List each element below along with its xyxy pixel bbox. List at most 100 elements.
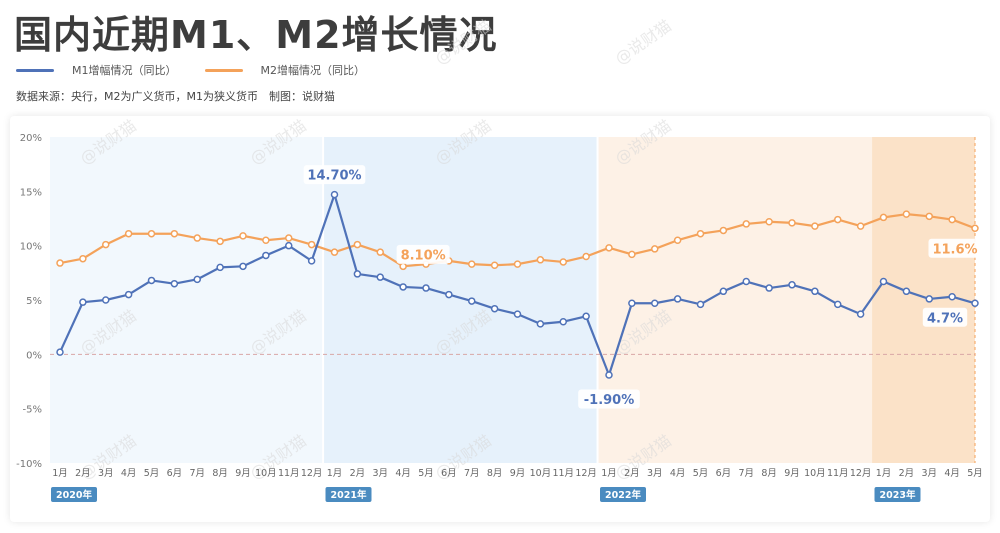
- data-point-m2: [285, 234, 293, 242]
- data-point-m1: [124, 290, 133, 299]
- year-badge: [874, 487, 921, 502]
- data-point-m2: [719, 226, 728, 235]
- data-point-m1: [811, 287, 819, 296]
- year-badge-label: 2020年: [56, 489, 92, 501]
- x-tick-label: 4月: [944, 468, 960, 479]
- x-tick-label: 3月: [98, 468, 114, 479]
- y-tick-label: 15%: [20, 187, 42, 198]
- x-tick-label: 4月: [121, 468, 137, 479]
- legend-swatch-m2: [204, 68, 243, 72]
- data-point-m2: [765, 218, 773, 226]
- legend-label-m2: M2增幅情况（同比）: [260, 64, 366, 77]
- data-point-m2: [307, 240, 316, 249]
- data-point-m1: [262, 251, 270, 260]
- x-tick-label: 2月: [624, 468, 640, 479]
- data-point-m2: [376, 248, 384, 256]
- data-label: 14.70%: [307, 169, 361, 184]
- data-point-m2: [262, 236, 270, 244]
- data-label-bg: [922, 307, 968, 327]
- x-tick-label: 8月: [487, 468, 503, 479]
- y-tick-label: -5%: [23, 405, 42, 416]
- data-label: 4.7%: [927, 311, 963, 326]
- data-point-m1: [925, 295, 933, 303]
- data-point-m1: [147, 276, 156, 285]
- x-tick-label: 9月: [510, 468, 526, 479]
- data-point-m1: [559, 317, 567, 326]
- data-point-m2: [193, 234, 201, 242]
- data-point-m1: [651, 299, 659, 308]
- data-point-m1: [902, 287, 911, 296]
- data-point-m1: [490, 304, 499, 313]
- legend-item-m1: M1增幅情况（同比）: [16, 62, 177, 78]
- year-band-2: [597, 137, 873, 463]
- data-point-m1: [239, 262, 247, 271]
- data-point-m1: [536, 320, 545, 328]
- data-point-m2: [56, 259, 64, 267]
- x-tick-label: 2月: [899, 468, 915, 479]
- data-point-m2: [673, 236, 682, 244]
- data-point-m2: [925, 212, 933, 221]
- year-band-0: [50, 137, 324, 463]
- watermark-text: @说财猫: [431, 16, 494, 68]
- year-badge-label: 2021年: [331, 489, 367, 501]
- data-point-m2: [834, 215, 842, 224]
- data-point-m2: [971, 224, 979, 233]
- data-point-m1: [788, 281, 796, 289]
- watermark-text: @说财猫: [611, 16, 674, 68]
- x-tick-label: 1月: [601, 468, 617, 479]
- x-tick-label: 7月: [189, 468, 205, 479]
- x-tick-label: 6月: [716, 468, 732, 479]
- data-point-m1: [216, 263, 224, 272]
- x-tick-label: 5月: [144, 468, 160, 479]
- data-point-m2: [696, 229, 705, 238]
- data-point-m1: [879, 277, 888, 286]
- legend-item-m2: M2增幅情况（同比）: [204, 62, 366, 78]
- data-point-m2: [124, 229, 133, 238]
- data-point-m1: [719, 287, 728, 296]
- data-point-m1: [170, 279, 179, 288]
- data-point-m2: [170, 229, 179, 238]
- chart-title: 国内近期M1、M2增长情况: [14, 13, 498, 57]
- data-point-m1: [948, 292, 956, 301]
- year-badge-label: 2023年: [880, 489, 916, 501]
- x-tick-label: 2月: [75, 468, 91, 479]
- data-point-m1: [445, 290, 453, 299]
- y-tick-label: 20%: [20, 133, 42, 144]
- data-point-m1: [376, 273, 384, 281]
- x-tick-label: 12月: [850, 468, 872, 479]
- x-tick-label: 1月: [327, 468, 343, 479]
- data-point-m1: [330, 190, 339, 199]
- x-tick-label: 12月: [301, 468, 323, 479]
- data-point-m1: [971, 299, 979, 308]
- x-tick-label: 8月: [761, 468, 777, 479]
- data-point-m1: [353, 270, 362, 278]
- data-point-m2: [79, 254, 87, 263]
- data-point-m2: [902, 210, 911, 218]
- data-point-m1: [834, 300, 842, 309]
- x-tick-label: 2月: [350, 468, 366, 479]
- year-badge-label: 2022年: [605, 489, 641, 501]
- data-point-m1: [605, 371, 613, 379]
- data-point-m2: [513, 260, 522, 268]
- data-point-m2: [559, 258, 567, 266]
- data-point-m1: [582, 312, 590, 321]
- x-tick-label: 3月: [921, 468, 937, 479]
- data-point-m2: [628, 250, 636, 259]
- x-tick-label: 11月: [552, 468, 574, 479]
- data-point-m1: [628, 299, 636, 308]
- data-point-m2: [102, 240, 110, 249]
- x-tick-label: 6月: [167, 468, 183, 479]
- data-point-m2: [239, 232, 247, 240]
- data-point-m2: [651, 245, 659, 253]
- data-point-m1: [285, 241, 293, 250]
- x-tick-label: 10月: [530, 468, 552, 479]
- data-point-m2: [605, 244, 613, 252]
- data-point-m1: [56, 348, 64, 356]
- y-tick-label: 0%: [26, 350, 42, 361]
- data-label: 8.10%: [401, 248, 446, 263]
- data-point-m1: [79, 298, 87, 306]
- x-tick-label: 10月: [255, 468, 277, 479]
- data-point-m1: [696, 300, 705, 309]
- data-label-bg: [396, 244, 450, 264]
